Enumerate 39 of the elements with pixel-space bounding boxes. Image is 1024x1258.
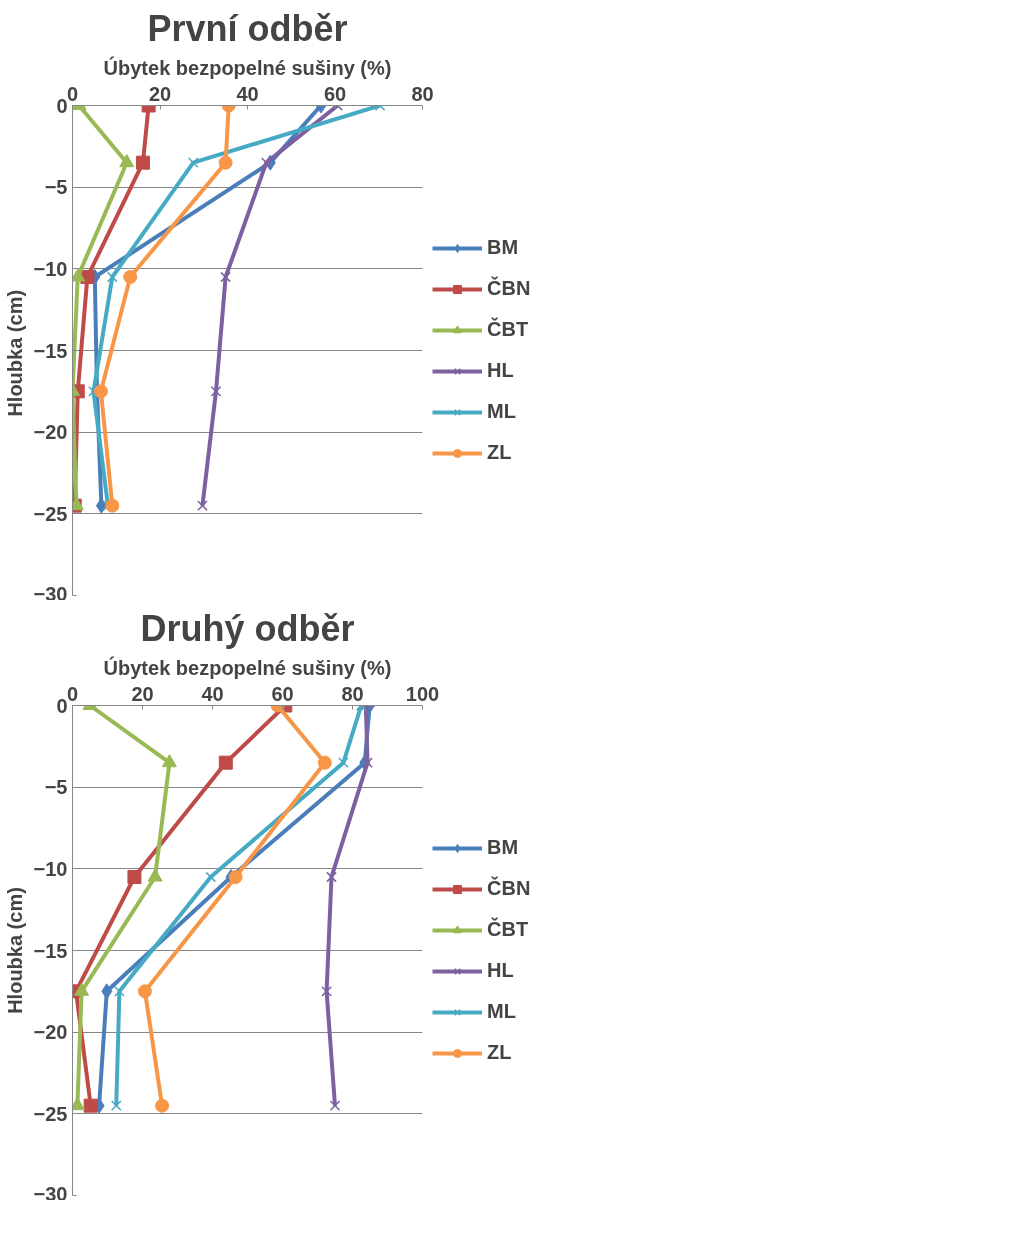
chart-title: Druhý odběr — [140, 607, 355, 649]
legend-label: ML — [487, 400, 516, 423]
x-tick-label: 40 — [236, 82, 259, 105]
legend-label: ČBN — [487, 877, 531, 900]
legend-label: HL — [487, 959, 514, 982]
x-tick-label: 100 — [405, 682, 440, 705]
x-tick-label: 80 — [341, 682, 364, 705]
y-tick-label: −20 — [33, 1021, 68, 1044]
y-tick-label: −10 — [33, 257, 68, 280]
y-tick-label: −25 — [33, 1102, 68, 1125]
y-axis-title: Hloubka (cm) — [3, 887, 26, 1014]
legend-label: ZL — [487, 441, 512, 464]
y-tick-label: −5 — [44, 176, 68, 199]
legend-label: BM — [487, 236, 519, 259]
y-tick-label: −15 — [33, 939, 68, 962]
y-tick-label: −5 — [44, 776, 68, 799]
x-tick-label: 60 — [271, 682, 294, 705]
legend-label: ZL — [487, 1041, 512, 1064]
y-tick-label: −30 — [33, 1182, 68, 1205]
x-tick-label: 80 — [411, 82, 434, 105]
y-tick-label: −30 — [33, 582, 68, 605]
x-tick-label: 20 — [131, 682, 154, 705]
x-axis-title: Úbytek bezpopelné sušiny (%) — [103, 655, 392, 679]
legend-label: ČBN — [487, 277, 531, 300]
y-tick-label: −10 — [33, 857, 68, 880]
legend-label: ML — [487, 1000, 516, 1023]
y-tick-label: −15 — [33, 339, 68, 362]
x-tick-label: 40 — [201, 682, 224, 705]
y-tick-label: −20 — [33, 421, 68, 444]
legend-label: ČBT — [487, 918, 529, 941]
x-tick-label: 20 — [148, 82, 172, 105]
y-axis-title: Hloubka (cm) — [3, 289, 26, 417]
x-tick-label: 60 — [323, 82, 347, 105]
chart-title: První odběr — [147, 7, 348, 49]
legend-label: ČBT — [487, 318, 529, 341]
x-axis-title: Úbytek bezpopelné sušiny (%) — [103, 55, 392, 79]
legend-label: BM — [487, 836, 519, 859]
legend-label: HL — [487, 359, 514, 382]
y-tick-label: −25 — [33, 502, 68, 525]
